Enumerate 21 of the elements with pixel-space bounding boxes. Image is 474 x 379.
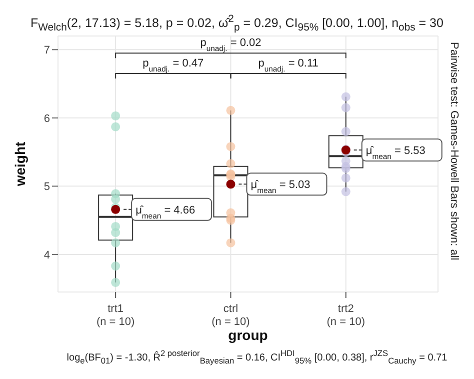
text: Pairwise test: Games-Howell Bars shown: all [448,42,460,262]
x-tick-label: trt1 (n = 10) [96,303,135,328]
annotation: μ̂$_{mean}$ = 5.53 [366,145,426,161]
y-tick-label: 6 [44,112,50,125]
bracket: p$_{unadj.}$ = 0.02 [115,37,346,59]
text: log$_{e}$(BF$_{01}$) = -1.30, R̂$^{2 posterior}$$_{Bayesian}$ = 0.16, CI$^{HDI}$$_{95%}$ [0.00, 0.38], r$^{JZS}$$_{Cauchy}$ = 0.71 [66,348,448,366]
y-tick-label: 4 [44,249,50,262]
y-tick-label: 5 [44,181,50,194]
y-tick-label: 7 [44,44,50,57]
annotation: μ̂$_{mean}$ = 5.03 [250,179,310,195]
x-tick-label: ctrl (n = 10) [212,303,250,328]
bracket: p$_{unadj.}$ = 0.11 [230,58,346,80]
x-axis-title: group [228,327,268,343]
x-tick-label: trt2 (n = 10) [326,303,365,328]
annotation: μ̂$_{mean}$ = 4.66 [136,204,196,220]
chart-title: F$_{Welch}$(2, 17.13) = 5.18, p = 0.02, ω̂$^{2}$$_{p}$ = 0.29, CI$_{95%}$ [0.00, 1.00], n$_{obs}$ = 30 [30,14,444,34]
bracket: p$_{unadj.}$ = 0.47 [115,58,232,80]
annotation: p$_{unadj.}$ = 0.02 [200,37,262,53]
annotation: p$_{unadj.}$ = 0.11 [258,58,318,74]
y-axis-title: weight [12,142,28,188]
annotation: p$_{unadj.}$ = 0.47 [142,58,204,74]
